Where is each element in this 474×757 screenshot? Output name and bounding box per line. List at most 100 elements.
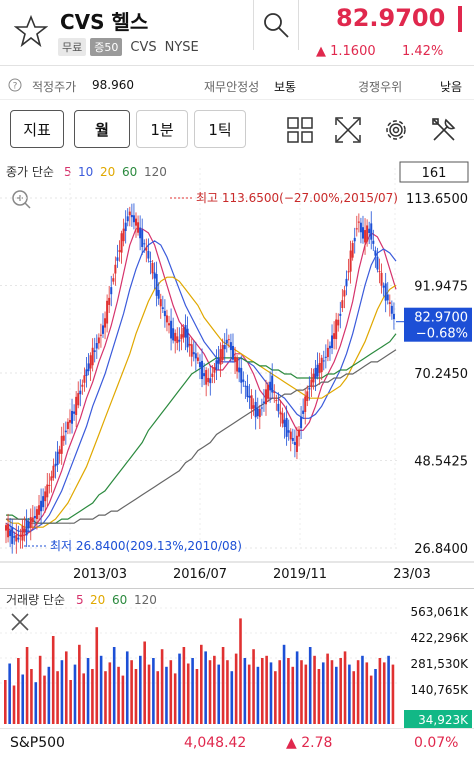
volume-bar (178, 653, 181, 724)
candle-body (196, 357, 199, 361)
candle-body (374, 250, 377, 256)
candle-body (182, 327, 185, 338)
candle-body (248, 395, 251, 398)
volume-bar (313, 655, 316, 724)
competitive-advantage-value: 낮음 (440, 80, 463, 94)
volume-bar (86, 658, 90, 724)
candle-body (93, 350, 96, 352)
volume-legend-ma-5: 5 (76, 593, 84, 607)
candle-body (390, 305, 393, 314)
volume-bar (247, 664, 251, 724)
candle-body (95, 343, 98, 349)
volume-chart[interactable]: 거래량 단순 5 20 60 120 563,061K 422,296K 281,530K… (0, 588, 474, 728)
volume-bar (260, 658, 264, 724)
period-month-button[interactable]: 월 (74, 110, 130, 148)
volume-bar (269, 662, 273, 724)
candle-body (190, 344, 193, 357)
candle-body (331, 335, 334, 349)
volume-bar (43, 675, 46, 724)
fair-price-value: 98.960 (92, 78, 134, 92)
volume-bar (256, 666, 260, 724)
candle-body (345, 278, 348, 287)
volume-legend-ma-20: 20 (90, 593, 105, 607)
volume-bar (112, 647, 116, 724)
candle-body (145, 247, 148, 251)
volume-bar (134, 669, 138, 724)
drawing-tools-icon[interactable] (426, 112, 462, 148)
volume-bar (317, 669, 321, 724)
favorite-star-button[interactable] (8, 8, 54, 54)
last-price-box (404, 307, 472, 342)
candle-body (308, 388, 311, 390)
candle-body (211, 373, 214, 378)
candle-body (17, 537, 20, 540)
layout-grid-icon[interactable] (282, 112, 318, 148)
volume-bar (243, 658, 247, 724)
volume-bar (300, 660, 303, 724)
candle-body (219, 349, 222, 365)
candle-body (122, 228, 125, 242)
search-button[interactable] (253, 0, 299, 50)
volume-bar (99, 655, 103, 724)
ma5-line (5, 228, 397, 536)
zoom-icon[interactable] (12, 190, 31, 209)
y-tick-label: 48.5425 (414, 455, 468, 470)
volume-y-tick: 563,061K (411, 605, 470, 619)
candle-body (370, 223, 373, 240)
candle-body (161, 307, 164, 309)
candle-body (267, 384, 270, 399)
candle-body (364, 230, 367, 243)
chart-legend: 종가 단순 5 10 20 60 120 (6, 165, 167, 179)
volume-bar (139, 655, 142, 724)
candle-body (194, 353, 197, 359)
candle-count-box[interactable] (399, 161, 469, 183)
candle-body (351, 243, 354, 258)
candle-body (382, 285, 385, 288)
price-chart[interactable]: 종가 단순 5 10 20 60 120 161 113.6500 91.9475 70.2… (0, 158, 474, 584)
volume-bar (82, 673, 85, 724)
candle-body (46, 484, 49, 498)
volume-bar (108, 662, 112, 724)
candle-body (118, 250, 121, 252)
volume-bar (234, 653, 238, 724)
candle-body (139, 227, 142, 239)
stock-tags: 무료 증50 CVS NYSE (58, 38, 199, 56)
candle-body (104, 318, 107, 328)
candle-body (314, 367, 317, 379)
candle-body (341, 300, 344, 309)
volume-bar (17, 658, 20, 724)
candle-body (157, 289, 160, 299)
financial-stability-label: 재무안정성 (204, 80, 260, 94)
volume-bar (56, 671, 59, 724)
y-tick-label: 70.2450 (414, 367, 468, 382)
candle-body (258, 408, 261, 418)
help-icon[interactable]: ? (8, 78, 22, 95)
candle-body (108, 297, 111, 305)
candle-body (275, 400, 278, 402)
candle-body (50, 476, 53, 481)
candle-body (238, 367, 241, 373)
candle-body (300, 416, 303, 429)
volume-bar (186, 663, 190, 724)
period-1min-button[interactable]: 1분 (136, 110, 188, 148)
candle-body (302, 410, 305, 414)
candle-body (277, 403, 280, 412)
candle-body (62, 435, 65, 441)
candle-body (184, 325, 187, 338)
period-1tick-button[interactable]: 1틱 (194, 110, 246, 148)
candle-body (318, 363, 321, 373)
volume-bar (204, 651, 207, 724)
index-ticker-footer[interactable]: S&P500 4,048.42 ▲ 2.78 0.07% (0, 728, 474, 757)
close-indicator-icon[interactable] (11, 613, 29, 631)
candle-body (279, 411, 282, 415)
indicator-button[interactable]: 지표 (10, 110, 64, 148)
exchange-name: NYSE (164, 39, 199, 55)
volume-bar (391, 664, 395, 724)
volume-bar (208, 660, 212, 724)
volume-bar (365, 662, 369, 724)
settings-gear-icon[interactable] (378, 112, 414, 148)
fullscreen-icon[interactable] (330, 112, 366, 148)
candle-body (262, 401, 265, 403)
volume-bar (274, 671, 277, 724)
volume-bar (51, 636, 55, 724)
